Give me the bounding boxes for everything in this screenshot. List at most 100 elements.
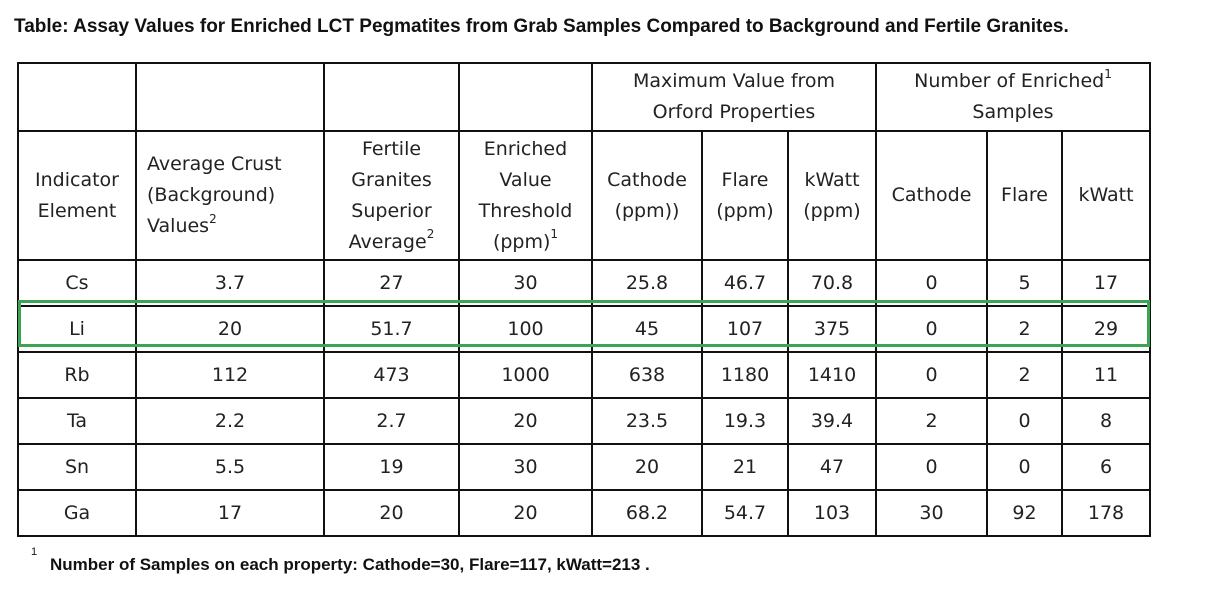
- value-cell: 29: [1061, 305, 1151, 353]
- value-cell: 92: [986, 489, 1063, 537]
- header-line: Threshold: [478, 199, 573, 222]
- group-header-row: Maximum Value from Orford Properties Num…: [17, 62, 1151, 132]
- value-cell: 20: [323, 489, 460, 537]
- table-row: Cs 3.7 27 30 25.8 46.7 70.8 0 5 17: [17, 259, 1151, 307]
- empty-header-cell: [17, 62, 137, 132]
- header-line: Enriched: [483, 137, 568, 160]
- empty-header-cell: [135, 62, 325, 132]
- header-line: (Background): [147, 184, 276, 206]
- header-line: (ppm): [803, 199, 861, 222]
- value-cell: 2.7: [323, 397, 460, 445]
- max-cathode-header: Cathode (ppm)): [591, 130, 703, 261]
- value-cell: 1000: [458, 351, 593, 399]
- value-cell: 1180: [701, 351, 789, 399]
- indicator-element-header: Indicator Element: [17, 130, 137, 261]
- value-cell: 638: [591, 351, 703, 399]
- element-symbol-cell: Rb: [17, 351, 137, 399]
- value-cell: 46.7: [701, 259, 789, 307]
- value-cell: 8: [1061, 397, 1151, 445]
- count-cathode-header: Cathode: [875, 130, 988, 261]
- header-line: (ppm)): [614, 199, 680, 222]
- enriched-count-header-line: Samples: [972, 101, 1054, 123]
- max-kwatt-header: kWatt (ppm): [787, 130, 877, 261]
- table-title: Table: Assay Values for Enriched LCT Peg…: [14, 16, 1069, 37]
- value-cell: 0: [875, 259, 988, 307]
- value-cell: 20: [135, 305, 325, 353]
- value-cell: 17: [135, 489, 325, 537]
- value-cell: 21: [701, 443, 789, 491]
- enriched-threshold-header: Enriched Value Threshold (ppm)1: [458, 130, 593, 261]
- value-cell: 2: [986, 351, 1063, 399]
- value-cell: 1410: [787, 351, 877, 399]
- max-value-header-line: Orford Properties: [652, 101, 816, 123]
- column-header-row: Indicator Element Average Crust (Backgro…: [17, 130, 1151, 261]
- header-line: Superior: [351, 199, 432, 222]
- table-row: Li 20 51.7 100 45 107 375 0 2 29: [17, 305, 1151, 353]
- header-line: Fertile: [361, 137, 422, 160]
- value-cell: 30: [458, 259, 593, 307]
- header-line: Value: [499, 168, 552, 191]
- element-symbol-cell: Ga: [17, 489, 137, 537]
- element-symbol-cell: Li: [17, 305, 137, 353]
- value-cell: 39.4: [787, 397, 877, 445]
- enriched-count-group-header: Number of Enriched1 Samples: [875, 62, 1151, 132]
- footnote-ref: 1: [1104, 66, 1112, 81]
- value-cell: 19: [323, 443, 460, 491]
- value-cell: 54.7: [701, 489, 789, 537]
- footnote-ref: 2: [209, 211, 217, 226]
- header-line: Flare: [721, 168, 769, 191]
- header-line: Values: [147, 215, 210, 237]
- value-cell: 20: [458, 397, 593, 445]
- value-cell: 5: [986, 259, 1063, 307]
- footnote-ref: 2: [426, 227, 435, 242]
- value-cell: 107: [701, 305, 789, 353]
- table-row: Ta 2.2 2.7 20 23.5 19.3 39.4 2 0 8: [17, 397, 1151, 445]
- value-cell: 20: [591, 443, 703, 491]
- value-cell: 2: [986, 305, 1063, 353]
- value-cell: 30: [875, 489, 988, 537]
- header-line: Cathode: [607, 168, 687, 191]
- table-row: Sn 5.5 19 30 20 21 47 0 0 6: [17, 443, 1151, 491]
- value-cell: 2.2: [135, 397, 325, 445]
- header-line: (ppm): [716, 199, 774, 222]
- footnote-ref: 1: [550, 227, 559, 242]
- average-crust-header: Average Crust (Background) Values2: [135, 130, 325, 261]
- value-cell: 70.8: [787, 259, 877, 307]
- header-line: Granites: [351, 168, 432, 191]
- table-row: Ga 17 20 20 68.2 54.7 103 30 92 178: [17, 489, 1151, 537]
- value-cell: 23.5: [591, 397, 703, 445]
- value-cell: 103: [787, 489, 877, 537]
- value-cell: 68.2: [591, 489, 703, 537]
- header-line: kWatt: [804, 168, 860, 191]
- value-cell: 30: [458, 443, 593, 491]
- value-cell: 112: [135, 351, 325, 399]
- value-cell: 20: [458, 489, 593, 537]
- value-cell: 0: [875, 305, 988, 353]
- count-kwatt-header: kWatt: [1061, 130, 1151, 261]
- value-cell: 27: [323, 259, 460, 307]
- value-cell: 3.7: [135, 259, 325, 307]
- enriched-count-header-line: Number of Enriched: [914, 70, 1105, 92]
- max-value-header-line: Maximum Value from: [632, 70, 836, 92]
- element-symbol-cell: Ta: [17, 397, 137, 445]
- value-cell: 6: [1061, 443, 1151, 491]
- footnote-marker: 1: [31, 546, 38, 558]
- value-cell: 5.5: [135, 443, 325, 491]
- value-cell: 19.3: [701, 397, 789, 445]
- table-body: Cs 3.7 27 30 25.8 46.7 70.8 0 5 17 Li 20 51.7 100 45 10…: [17, 259, 1151, 537]
- value-cell: 178: [1061, 489, 1151, 537]
- value-cell: 473: [323, 351, 460, 399]
- empty-header-cell: [323, 62, 460, 132]
- count-flare-header: Flare: [986, 130, 1063, 261]
- value-cell: 47: [787, 443, 877, 491]
- header-line: Indicator: [35, 168, 119, 191]
- max-flare-header: Flare (ppm): [701, 130, 789, 261]
- value-cell: 17: [1061, 259, 1151, 307]
- value-cell: 0: [986, 443, 1063, 491]
- footnote-text: Number of Samples on each property: Cath…: [50, 555, 650, 574]
- element-symbol-cell: Sn: [17, 443, 137, 491]
- value-cell: 25.8: [591, 259, 703, 307]
- max-value-group-header: Maximum Value from Orford Properties: [591, 62, 877, 132]
- value-cell: 11: [1061, 351, 1151, 399]
- assay-table: Maximum Value from Orford Properties Num…: [17, 62, 1151, 537]
